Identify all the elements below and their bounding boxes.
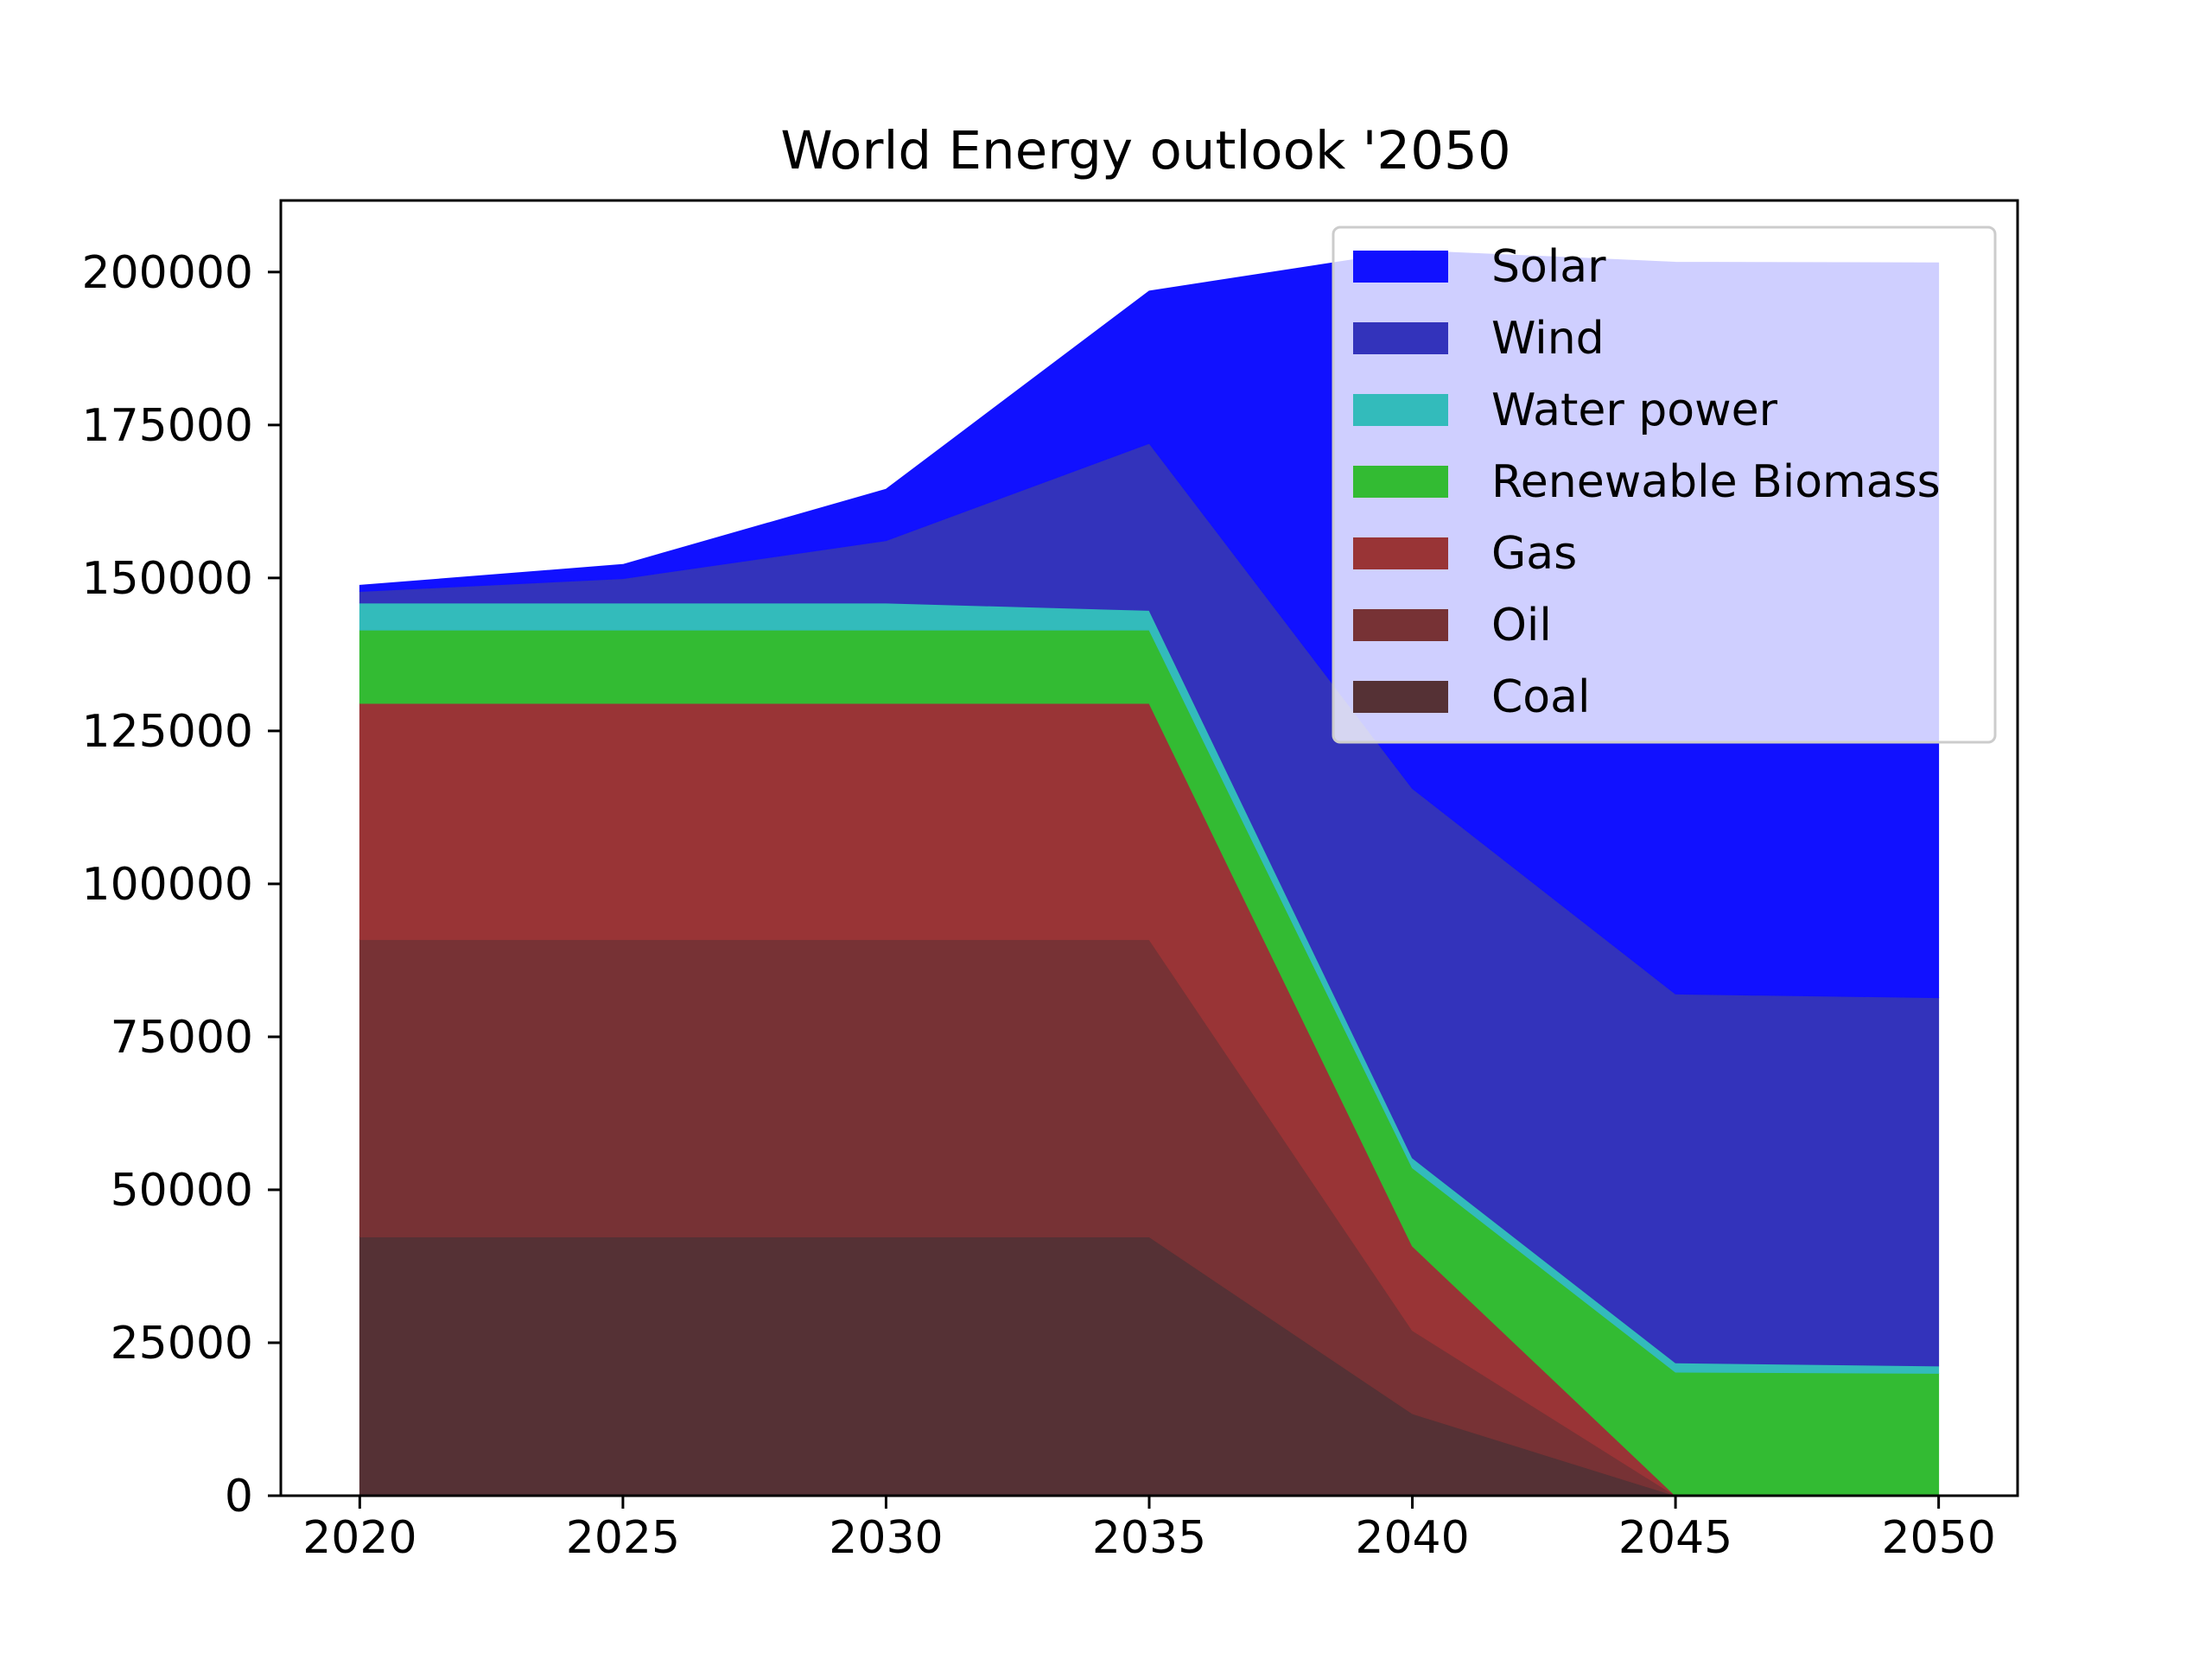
x-tick-label: 2040: [1355, 1512, 1469, 1564]
y-tick-label: 25000: [111, 1318, 253, 1370]
y-tick-label: 150000: [81, 553, 253, 605]
y-tick-label: 0: [225, 1471, 253, 1522]
legend-label-coal: Coal: [1491, 671, 1590, 723]
y-tick-label: 75000: [111, 1012, 253, 1064]
legend-box: [1332, 226, 1997, 744]
y-axis: 0 25000 50000 75000 100000 125000 150000 175000…: [81, 247, 281, 1522]
legend-label-oil: Oil: [1491, 600, 1552, 652]
y-tick-label: 100000: [81, 859, 253, 911]
legend-label-wind: Wind: [1491, 313, 1605, 365]
x-tick-label: 2035: [1092, 1512, 1206, 1564]
legend-swatch-renewable-biomass: [1353, 466, 1448, 498]
x-tick-label: 2045: [1618, 1512, 1732, 1564]
legend-label-solar: Solar: [1491, 241, 1606, 293]
legend-swatch-gas: [1353, 537, 1448, 569]
x-axis: 2020 2025 2030 2035 2040 2045 2050: [302, 1496, 1996, 1564]
legend: Solar Wind Water power Renewable Biomass Gas…: [1332, 226, 1997, 744]
chart-title: World Energy outlook '2050: [780, 120, 1510, 181]
legend-label-water-power: Water power: [1491, 385, 1778, 436]
y-tick-label: 50000: [111, 1165, 253, 1217]
x-tick-label: 2020: [302, 1512, 416, 1564]
legend-swatch-wind: [1353, 322, 1448, 354]
legend-swatch-coal: [1353, 681, 1448, 713]
y-tick-label: 175000: [81, 400, 253, 452]
legend-swatch-oil: [1353, 609, 1448, 641]
legend-swatch-water-power: [1353, 394, 1448, 426]
legend-swatch-solar: [1353, 251, 1448, 283]
legend-label-gas: Gas: [1491, 528, 1577, 580]
x-tick-label: 2025: [566, 1512, 680, 1564]
x-tick-label: 2050: [1881, 1512, 1995, 1564]
y-tick-label: 125000: [81, 706, 253, 758]
x-tick-label: 2030: [829, 1512, 943, 1564]
legend-label-renewable-biomass: Renewable Biomass: [1491, 456, 1941, 508]
y-tick-label: 200000: [81, 247, 253, 299]
